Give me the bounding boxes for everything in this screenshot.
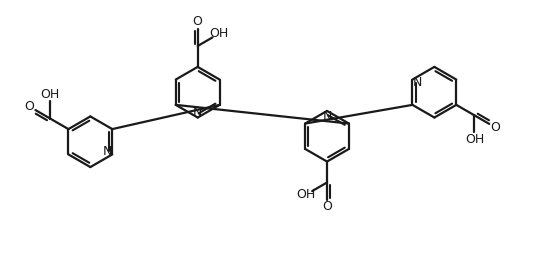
Text: O: O <box>322 200 332 213</box>
Text: N: N <box>322 110 332 123</box>
Text: OH: OH <box>41 88 60 101</box>
Text: O: O <box>491 121 501 134</box>
Text: N: N <box>193 106 203 118</box>
Text: OH: OH <box>465 133 484 146</box>
Text: OH: OH <box>209 27 228 40</box>
Text: O: O <box>24 100 34 113</box>
Text: N: N <box>412 76 422 89</box>
Text: OH: OH <box>296 188 316 201</box>
Text: O: O <box>193 15 203 28</box>
Text: N: N <box>103 145 112 158</box>
